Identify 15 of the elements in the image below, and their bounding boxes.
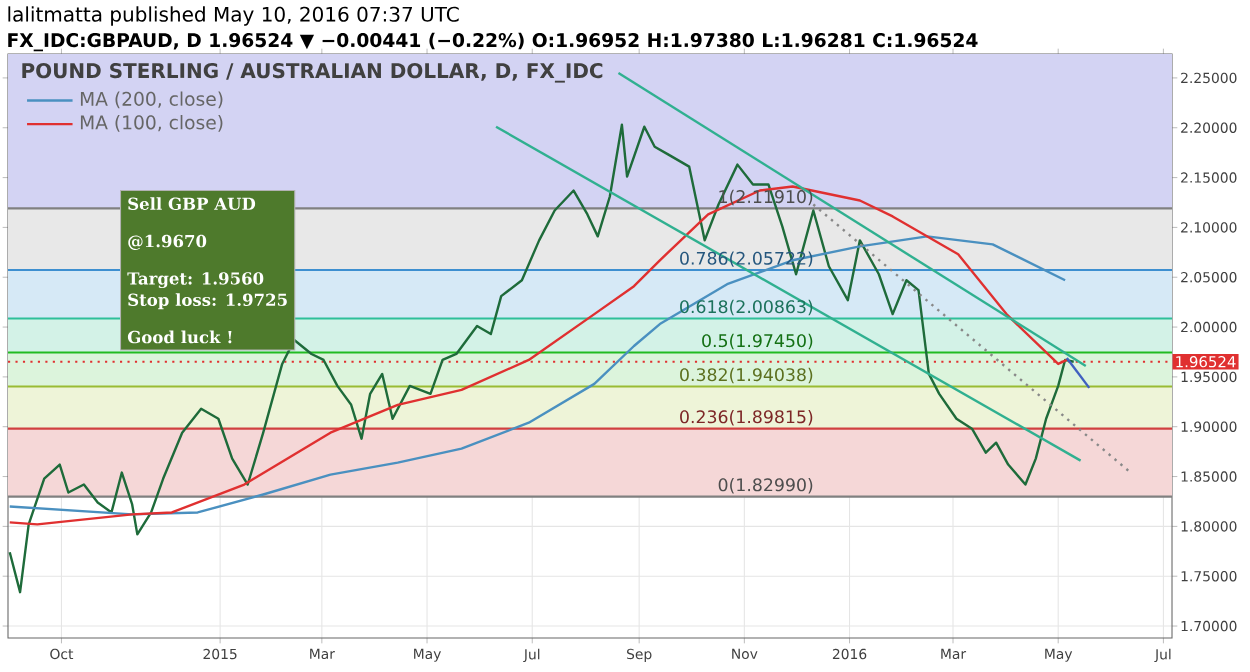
annotation: Target: 1.9560 [127, 272, 264, 289]
annotation: @1.9670 [128, 234, 207, 250]
text: FX_IDC:GBPAUD, D 1.96524 ▼ −0.00441 (−0.22%) O:1.96952 H:1.97380 L:1.96281 C:1.96524 [8, 32, 978, 52]
legend-label: MA (200, close) [80, 91, 223, 109]
chart-title: POUND STERLING / AUSTRALIAN DOLLAR, D, FX_IDC [22, 63, 603, 83]
annotation: Sell GBP AUD [128, 197, 256, 211]
annotation: Good luck ! [127, 330, 232, 344]
text: lalitmatta published May 10, 2016 07:37 UTC [8, 6, 459, 26]
annotation: Stop loss: 1.9725 [128, 293, 287, 310]
ref-line-label: 0(1.82990) [718, 477, 813, 494]
legend-label: MA (100, close) [80, 115, 223, 132]
ref-line-label: 0.236(1.89815) [680, 409, 813, 426]
line-series [8, 235, 1067, 516]
ref-line-label: 0.5(1.97450) [702, 333, 813, 350]
ref-line-label: 0.382(1.94038) [680, 367, 813, 384]
